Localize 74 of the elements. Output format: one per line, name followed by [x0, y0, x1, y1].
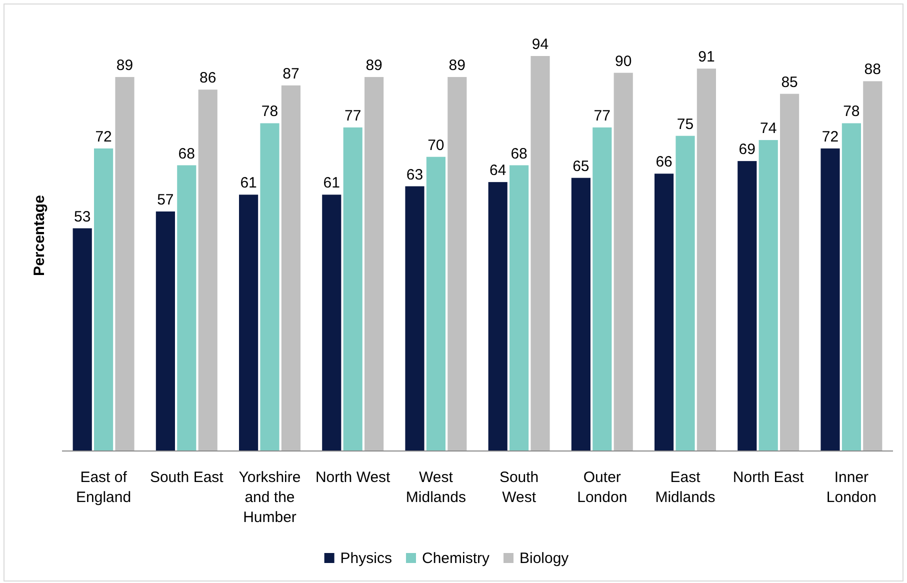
x-tick-label: Outer London	[577, 469, 628, 506]
y-axis-title: Percentage	[31, 195, 48, 276]
bar	[696, 68, 716, 451]
bar	[842, 123, 861, 451]
bar	[405, 186, 424, 451]
data-label: 72	[822, 128, 839, 146]
data-label: 61	[323, 174, 340, 192]
x-tick-label: Inner London	[826, 469, 876, 506]
data-label: 72	[95, 128, 112, 146]
data-label: 78	[843, 103, 860, 120]
bar	[488, 182, 508, 451]
data-label: 64	[490, 162, 506, 180]
data-label: 63	[406, 166, 424, 184]
x-tick-label: North West	[315, 469, 392, 486]
bar	[239, 194, 258, 451]
bar	[343, 127, 362, 451]
bar	[426, 156, 446, 451]
data-label: 89	[448, 57, 466, 74]
legend-label: Physics	[340, 550, 392, 567]
x-tick-label: South East	[150, 469, 224, 486]
data-label: 85	[781, 74, 798, 91]
data-label: 68	[178, 145, 195, 162]
bar	[364, 77, 384, 451]
bar	[72, 228, 92, 451]
x-tick-label: East Midlands	[655, 469, 716, 506]
bar	[281, 85, 300, 451]
bar	[738, 161, 757, 451]
bar	[592, 127, 612, 451]
data-label: 61	[240, 174, 257, 192]
data-label: 57	[157, 191, 174, 208]
bar	[198, 90, 218, 451]
data-label: 77	[344, 107, 362, 124]
legend-label: Biology	[519, 550, 570, 567]
bar	[448, 77, 467, 451]
bar	[820, 148, 840, 451]
bar	[571, 178, 590, 451]
bar	[758, 140, 778, 451]
bar	[115, 77, 134, 451]
data-label: 66	[656, 154, 672, 171]
data-label: 69	[738, 141, 756, 158]
bar	[676, 136, 695, 451]
legend-label: Chemistry	[422, 550, 490, 567]
data-label: 74	[760, 120, 777, 138]
data-label: 65	[572, 158, 590, 175]
x-tick-label: East of England	[76, 469, 132, 506]
data-label: 68	[510, 145, 528, 162]
x-tick-label: West Midlands	[406, 469, 466, 506]
data-label: 70	[428, 136, 444, 154]
data-label: 77	[594, 107, 610, 124]
bar	[322, 194, 342, 451]
data-label: 90	[615, 52, 632, 70]
data-label: 91	[698, 48, 715, 66]
bar	[654, 174, 674, 451]
bar	[530, 56, 550, 451]
data-label: 53	[74, 208, 91, 226]
data-label: 88	[864, 61, 881, 78]
bar	[177, 165, 196, 451]
x-tick-label: South West	[499, 469, 539, 506]
bar	[614, 72, 633, 451]
data-label: 78	[261, 103, 278, 120]
data-label: 86	[200, 70, 216, 87]
data-label: 94	[532, 36, 549, 53]
x-tick-label: Yorkshire and the Humber	[238, 469, 301, 526]
data-label: 89	[116, 57, 134, 74]
bar	[156, 211, 175, 451]
bar	[94, 148, 114, 451]
data-label: 89	[366, 57, 382, 74]
bar	[780, 94, 800, 451]
bar	[510, 165, 529, 451]
bar	[260, 123, 280, 451]
x-tick-label: North East	[732, 469, 805, 486]
bar	[863, 81, 882, 451]
data-label: 87	[282, 65, 300, 82]
data-label: 75	[676, 116, 694, 133]
